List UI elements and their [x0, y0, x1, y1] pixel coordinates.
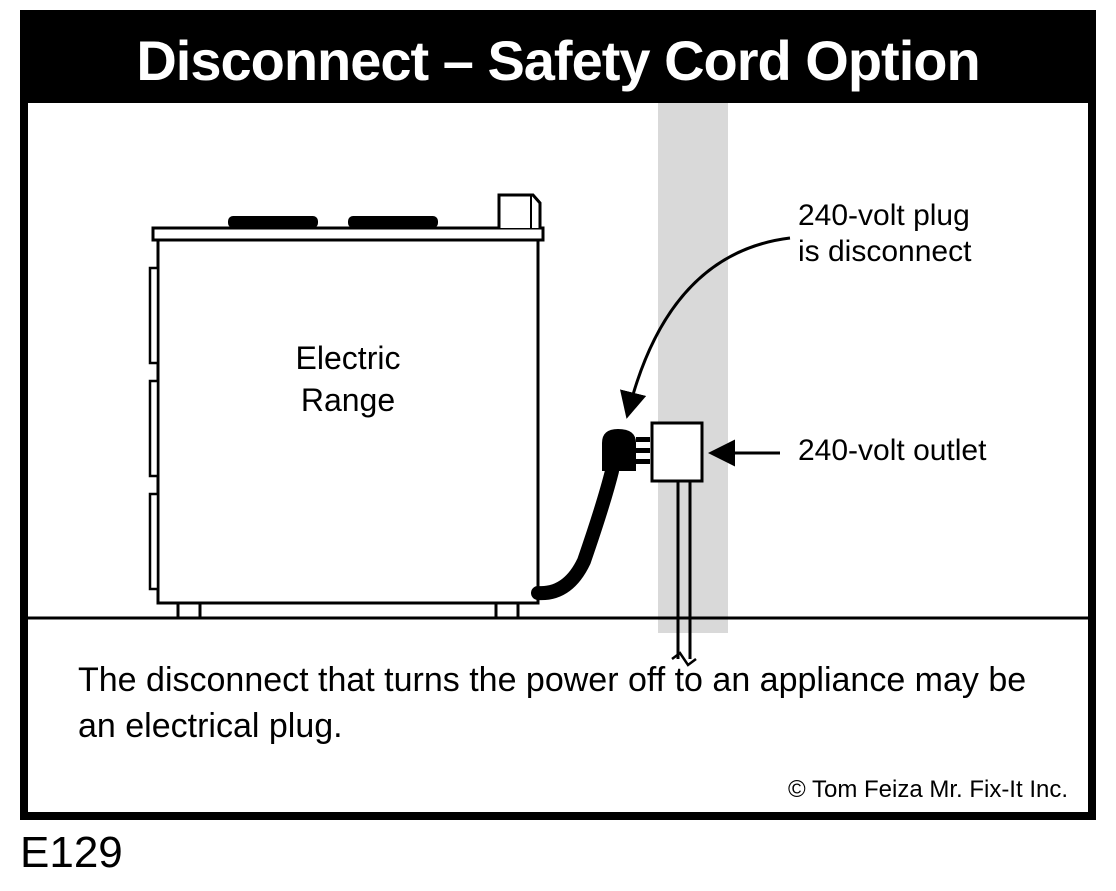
plug-icon — [602, 429, 650, 471]
plug-annotation: 240-volt plug is disconnect — [798, 198, 971, 270]
outlet-annotation: 240-volt outlet — [798, 433, 986, 469]
caption-text: The disconnect that turns the power off … — [78, 658, 1038, 750]
figure-frame: Disconnect – Safety Cord Option — [20, 10, 1096, 820]
figure-title: Disconnect – Safety Cord Option — [136, 28, 979, 93]
outlet-icon — [652, 423, 702, 481]
title-bar: Disconnect – Safety Cord Option — [28, 18, 1088, 103]
diagram-area: Electric Range 240-volt plug is disconne… — [28, 103, 1088, 633]
diagram-svg — [28, 103, 1088, 633]
power-cord — [538, 471, 612, 593]
copyright-text: © Tom Feiza Mr. Fix-It Inc. — [788, 776, 1068, 804]
range-label: Electric Range — [278, 338, 418, 421]
wall-stud — [658, 103, 728, 633]
caption-area: The disconnect that turns the power off … — [28, 633, 1088, 760]
figure-code: E129 — [20, 828, 123, 878]
